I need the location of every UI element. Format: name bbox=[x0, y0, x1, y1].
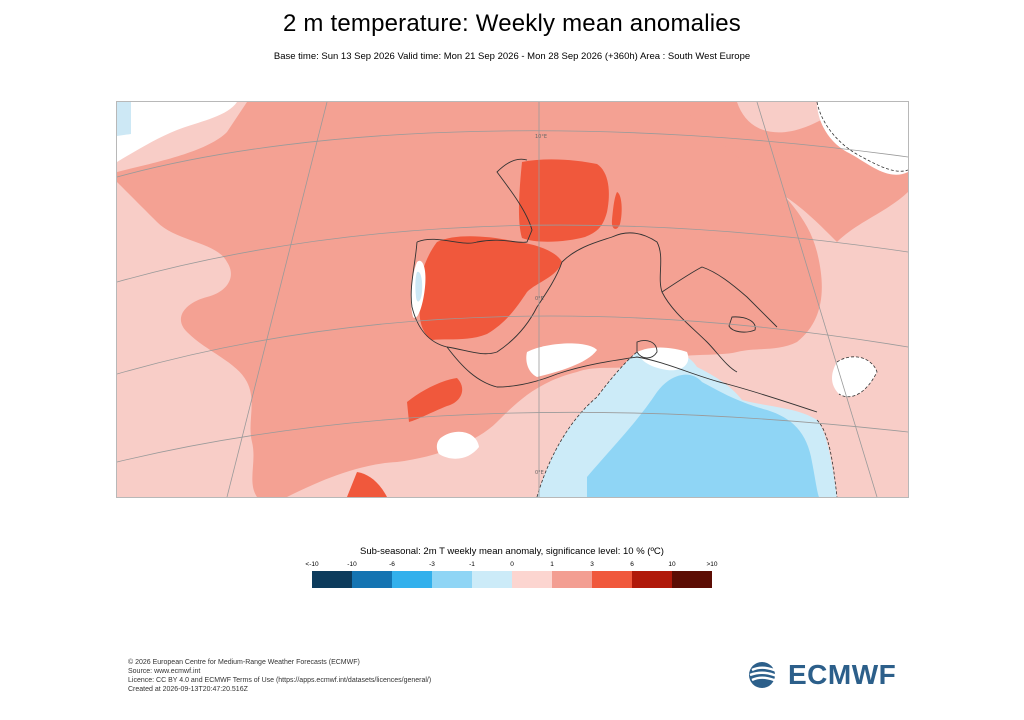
anomaly-strong-positive-iberia bbox=[419, 236, 562, 340]
legend-swatch bbox=[552, 571, 592, 588]
coast-italy-west bbox=[611, 232, 738, 373]
coast-sicily bbox=[728, 316, 756, 333]
source-text: Source: www.ecmwf.int bbox=[128, 668, 201, 675]
coastlines bbox=[410, 158, 818, 413]
anomaly-weak-negative-portugal bbox=[415, 271, 423, 302]
contour-north-africa bbox=[536, 351, 638, 497]
chart-title: 2 m temperature: Weekly mean anomalies bbox=[282, 10, 742, 37]
legend-tick: 6 bbox=[630, 561, 634, 568]
anomaly-strong-positive-morocco bbox=[407, 378, 463, 422]
legend-tick: 3 bbox=[590, 561, 594, 568]
graticule bbox=[117, 102, 908, 497]
coast-adriatic bbox=[661, 266, 778, 328]
legend-swatch bbox=[592, 571, 632, 588]
anomaly-neutral-morocco-coast bbox=[436, 431, 479, 459]
legend-swatch bbox=[632, 571, 672, 588]
meridian-east bbox=[756, 102, 878, 497]
parallel-far-south bbox=[117, 411, 908, 463]
legend-tick: -3 bbox=[429, 561, 435, 568]
chart-subtitle: Base time: Sun 13 Sep 2026 Valid time: M… bbox=[273, 51, 751, 62]
legend-tick: -10 bbox=[347, 561, 357, 568]
contour-east bbox=[816, 419, 838, 497]
anomaly-strong-positive-alps bbox=[611, 192, 622, 229]
anomaly-moderate-negative-algeria bbox=[587, 374, 819, 497]
parallel-south bbox=[117, 315, 908, 375]
anomaly-strong-positive-france bbox=[518, 159, 609, 242]
legend-tick: -6 bbox=[389, 561, 395, 568]
legend-swatch bbox=[472, 571, 512, 588]
anomaly-neutral-north-east bbox=[817, 102, 908, 175]
legend-tick: <-10 bbox=[305, 561, 319, 568]
copyright-text: © 2026 European Centre for Medium-Range … bbox=[128, 659, 360, 666]
legend-tick: 10 bbox=[668, 561, 676, 568]
contour-east-patch bbox=[836, 356, 878, 398]
graticule-label: 0°E bbox=[535, 296, 544, 302]
parallel-middle bbox=[117, 224, 908, 283]
anomaly-weak-negative-region bbox=[117, 102, 131, 136]
created-text: Created at 2026-09-13T20:47:20.516Z bbox=[128, 686, 248, 693]
graticule-label: 10°E bbox=[535, 134, 547, 140]
coast-north-africa bbox=[446, 346, 818, 413]
coast-bay-of-biscay bbox=[416, 158, 533, 244]
legend-tick: 1 bbox=[550, 561, 554, 568]
legend-swatch bbox=[512, 571, 552, 588]
coast-sardinia bbox=[636, 340, 658, 359]
legend-tick: >10 bbox=[706, 561, 718, 568]
legend-tick: -1 bbox=[469, 561, 475, 568]
ecmwf-logo-icon bbox=[749, 662, 784, 688]
legend-title: Sub-seasonal: 2m T weekly mean anomaly, … bbox=[360, 546, 664, 557]
graticule-label: 0°E bbox=[535, 470, 544, 476]
graticule-labels: 10°E 0°E 0°E bbox=[535, 134, 547, 476]
ecmwf-logo-text: ECMWF bbox=[788, 659, 897, 690]
coast-iberia bbox=[410, 236, 613, 355]
legend-color-bar bbox=[312, 571, 712, 588]
legend-ticks: <-10 -10 -6 -3 -1 0 1 3 6 10 >10 bbox=[305, 561, 717, 571]
legend-tick: 0 bbox=[510, 561, 514, 568]
meridian-west bbox=[226, 102, 328, 497]
legend-swatch bbox=[432, 571, 472, 588]
anomaly-neutral-alboran bbox=[526, 343, 597, 377]
legend-swatch bbox=[312, 571, 352, 588]
ecmwf-logo[interactable]: ECMWF bbox=[748, 659, 897, 690]
anomaly-map[interactable]: 10°E 0°E 0°E bbox=[116, 101, 909, 498]
legend-swatch bbox=[672, 571, 712, 588]
anomaly-neutral-region bbox=[117, 102, 237, 162]
anomaly-neutral-sardinia bbox=[637, 347, 689, 371]
parallel-north bbox=[117, 130, 908, 178]
contour-north-east bbox=[816, 102, 908, 172]
map-canvas: 10°E 0°E 0°E bbox=[117, 102, 908, 497]
legend-swatch bbox=[392, 571, 432, 588]
licence-text: Licence: CC BY 4.0 and ECMWF Terms of Us… bbox=[128, 677, 432, 684]
anomaly-strong-positive-atlas bbox=[347, 472, 387, 497]
significance-contours bbox=[536, 102, 908, 497]
footer-credits: © 2026 European Centre for Medium-Range … bbox=[128, 658, 431, 694]
legend-swatch bbox=[352, 571, 392, 588]
